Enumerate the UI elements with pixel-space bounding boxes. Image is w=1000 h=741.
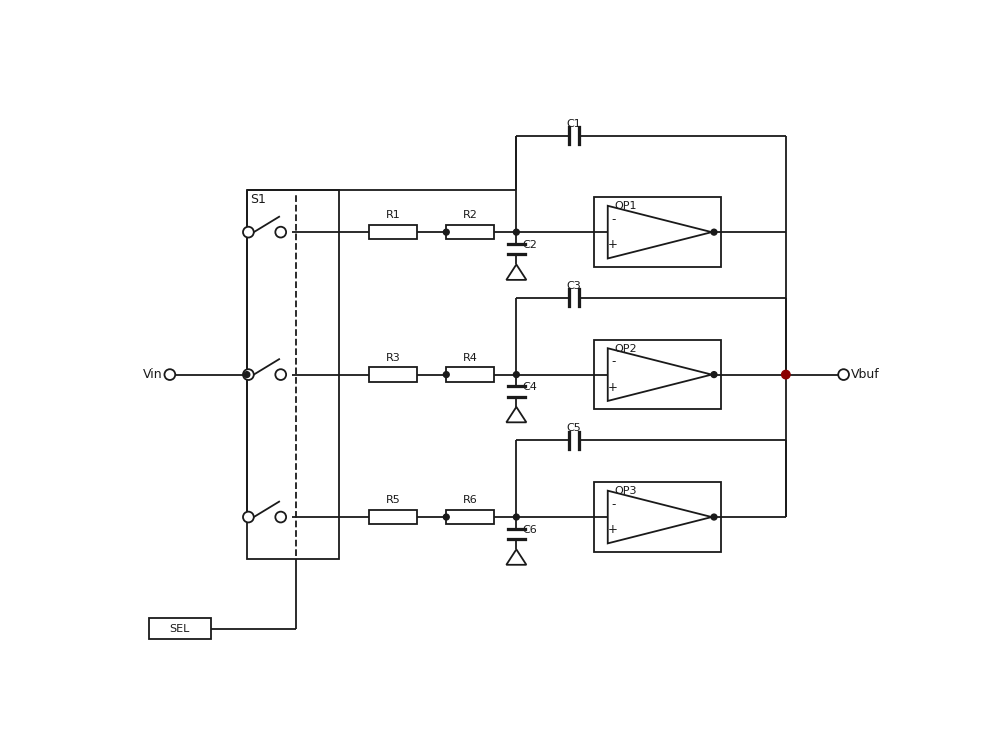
- Circle shape: [243, 227, 254, 238]
- Text: OP1: OP1: [614, 202, 636, 211]
- Text: -: -: [611, 213, 615, 226]
- Text: R6: R6: [463, 495, 478, 505]
- Bar: [369, 510, 417, 525]
- Text: C3: C3: [567, 281, 581, 290]
- Circle shape: [243, 511, 254, 522]
- Text: R2: R2: [463, 210, 478, 220]
- Text: C6: C6: [523, 525, 537, 535]
- Text: C5: C5: [567, 423, 581, 433]
- Circle shape: [275, 369, 286, 380]
- Polygon shape: [506, 407, 526, 422]
- Text: Vbuf: Vbuf: [851, 368, 880, 381]
- Text: OP3: OP3: [614, 486, 636, 496]
- Circle shape: [244, 372, 250, 377]
- Text: R1: R1: [386, 210, 401, 220]
- Circle shape: [164, 369, 175, 380]
- Text: S1: S1: [250, 193, 266, 206]
- Circle shape: [711, 514, 717, 520]
- Polygon shape: [608, 348, 712, 401]
- Text: -: -: [611, 356, 615, 368]
- Circle shape: [275, 227, 286, 238]
- Text: +: +: [608, 381, 618, 393]
- Bar: [594, 482, 721, 552]
- Text: OP2: OP2: [614, 344, 637, 353]
- Circle shape: [513, 372, 519, 377]
- Text: +: +: [608, 523, 618, 536]
- Bar: [446, 368, 494, 382]
- Circle shape: [243, 369, 254, 380]
- Text: R4: R4: [463, 353, 478, 362]
- Polygon shape: [608, 491, 712, 543]
- Text: C4: C4: [523, 382, 537, 392]
- Bar: [594, 340, 721, 409]
- Circle shape: [443, 229, 449, 235]
- Text: C2: C2: [523, 240, 537, 250]
- Circle shape: [513, 229, 519, 235]
- Circle shape: [711, 372, 717, 377]
- Circle shape: [443, 514, 449, 520]
- Circle shape: [838, 369, 849, 380]
- Circle shape: [443, 372, 449, 377]
- Bar: [369, 368, 417, 382]
- Text: Vin: Vin: [143, 368, 162, 381]
- Text: +: +: [608, 239, 618, 251]
- Bar: [369, 225, 417, 239]
- Bar: [446, 225, 494, 239]
- Polygon shape: [506, 549, 526, 565]
- Text: -: -: [611, 498, 615, 511]
- Circle shape: [782, 370, 790, 379]
- Bar: [594, 198, 721, 267]
- Polygon shape: [506, 265, 526, 280]
- Circle shape: [711, 229, 717, 235]
- Bar: [446, 510, 494, 525]
- Text: SEL: SEL: [170, 624, 190, 634]
- Bar: [247, 190, 339, 559]
- Polygon shape: [608, 206, 712, 259]
- Bar: [149, 618, 211, 639]
- Circle shape: [275, 511, 286, 522]
- Text: C1: C1: [567, 119, 581, 129]
- Text: R3: R3: [386, 353, 401, 362]
- Text: R5: R5: [386, 495, 401, 505]
- Circle shape: [513, 514, 519, 520]
